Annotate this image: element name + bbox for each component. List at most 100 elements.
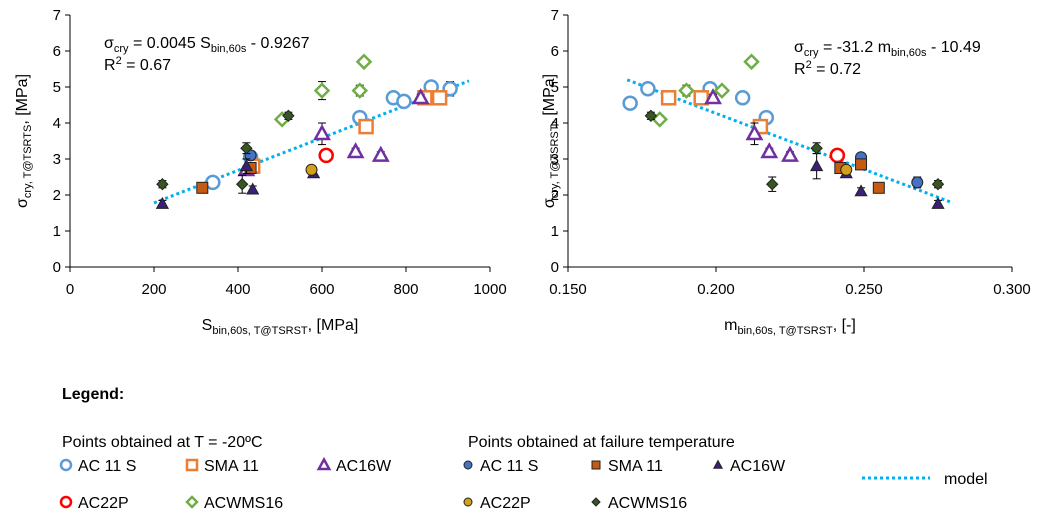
legend-marker: [591, 497, 601, 507]
y-tick-label: 6: [551, 43, 559, 60]
y-tick-label: 2: [53, 187, 61, 204]
x-tick-label: 0.150: [549, 281, 587, 298]
y-axis-label-main: σ: [14, 198, 31, 208]
r-squared-part: = 0.72: [812, 61, 861, 78]
data-point: [156, 177, 169, 191]
model-line: [626, 78, 954, 205]
x-tick-label: 0.300: [993, 281, 1031, 298]
legend-label: ACWMS16: [608, 495, 687, 512]
legend-group2-title: Points obtained at failure temperature: [468, 434, 735, 451]
equation-sub: bin,60s: [211, 43, 247, 55]
r-squared-sup: 2: [806, 59, 812, 71]
data-point: [431, 90, 448, 106]
data-point: [781, 145, 799, 162]
legend-label: AC 11 S: [480, 458, 538, 475]
data-point: [855, 158, 868, 171]
x-axis-label: Sbin,60s, T@TSRST, [MPa]: [202, 317, 359, 337]
x-axis-label-sub: bin,60s, T@TSRST: [212, 325, 308, 337]
legend-title: Legend:: [62, 386, 124, 403]
legend-marker: [185, 458, 199, 472]
y-tick-label: 5: [551, 79, 559, 96]
data-point: [411, 88, 430, 105]
r-squared-part: = 0.67: [122, 57, 171, 74]
y-tick-label: 1: [551, 223, 559, 240]
x-tick-label: 0.200: [697, 281, 735, 298]
y-tick-label: 7: [53, 7, 61, 24]
x-tick-label: 0.250: [845, 281, 883, 298]
y-tick-label: 6: [53, 43, 61, 60]
legend-marker: [463, 497, 473, 507]
data-point: [246, 182, 260, 195]
x-axis-label-tail: , [-]: [833, 317, 856, 334]
data-point: [911, 176, 924, 189]
data-point: [355, 53, 373, 71]
y-tick-label: 4: [53, 115, 61, 132]
r-squared-line: R2 = 0.72: [794, 59, 861, 78]
data-point: [346, 142, 365, 159]
x-axis-label-main: S: [202, 317, 213, 334]
equation-line: σcry = -31.2 mbin,60s - 10.49: [794, 39, 981, 59]
chart-m-bin: 0 1 2 3 4 5 6 7 0.150 0.200 0.250 0.300 mbin,60s, T@…: [541, 7, 1031, 337]
equation-line: σcry = 0.0045 Sbin,60s - 0.9267: [104, 35, 310, 55]
legend-label: AC16W: [730, 458, 786, 475]
data-point: [854, 184, 868, 197]
legend: Legend: Points obtained at T = -20ºC Poi…: [59, 386, 988, 512]
data-point: [313, 124, 331, 141]
series-ACWMS16_f: [644, 109, 945, 192]
legend-label: SMA 11: [608, 458, 663, 475]
data-point: [313, 82, 331, 99]
legend-marker: [316, 456, 332, 471]
legend-marker: [591, 460, 601, 470]
x-axis-label-tail: , [MPa]: [308, 317, 359, 334]
data-point: [396, 93, 412, 110]
equation-part: = 0.0045 S: [129, 35, 211, 52]
data-point: [640, 81, 656, 97]
y-axis-label: σcry, T@TSRTS, [MPa]: [14, 74, 34, 208]
y-axis-label-sub: cry, T@TSRST: [549, 124, 561, 198]
data-point: [660, 90, 677, 106]
data-point: [713, 82, 731, 99]
data-point: [622, 95, 638, 111]
legend-label: AC22P: [78, 495, 129, 512]
legend-label: AC 11 S: [78, 458, 136, 475]
data-point: [745, 124, 764, 141]
data-point: [734, 90, 751, 106]
data-point: [760, 142, 779, 159]
r-squared-part: R: [104, 57, 116, 74]
data-point: [931, 196, 945, 209]
equation-part: - 10.49: [927, 39, 981, 56]
equation-sub: cry: [114, 43, 129, 55]
x-axis-label-sub: bin,60s, T@TSRST: [737, 325, 833, 337]
x-tick-label: 400: [225, 281, 250, 298]
data-point: [318, 147, 334, 164]
equation-part: = -31.2 m: [819, 39, 891, 56]
y-tick-label: 5: [53, 79, 61, 96]
data-point: [282, 109, 295, 123]
y-axis-label-main: σ: [541, 198, 558, 208]
legend-label: AC22P: [480, 495, 531, 512]
legend-marker: [59, 458, 73, 472]
data-point: [155, 196, 170, 209]
x-tick-label: 800: [393, 281, 418, 298]
data-point: [305, 163, 318, 176]
data-point: [829, 147, 846, 164]
legend-label: AC16W: [336, 458, 392, 475]
series-AC22P: [829, 147, 846, 164]
data-point: [644, 109, 658, 123]
legend-marker: [59, 495, 73, 509]
equation-part: σ: [104, 35, 114, 52]
equation-part: σ: [794, 39, 804, 56]
y-tick-label: 0: [53, 259, 61, 276]
equation-part: - 0.9267: [246, 35, 309, 52]
legend-group1-title: Points obtained at T = -20ºC: [62, 434, 263, 451]
y-tick-label: 2: [551, 187, 559, 204]
series-ACWMS16: [273, 53, 373, 128]
y-axis-label-tail: , [MPa]: [14, 74, 31, 125]
data-point: [351, 82, 369, 99]
data-point: [931, 177, 945, 191]
data-point: [872, 181, 885, 194]
equation-sub: cry: [804, 47, 819, 59]
series-AC16W: [704, 88, 799, 162]
data-point: [196, 181, 209, 194]
